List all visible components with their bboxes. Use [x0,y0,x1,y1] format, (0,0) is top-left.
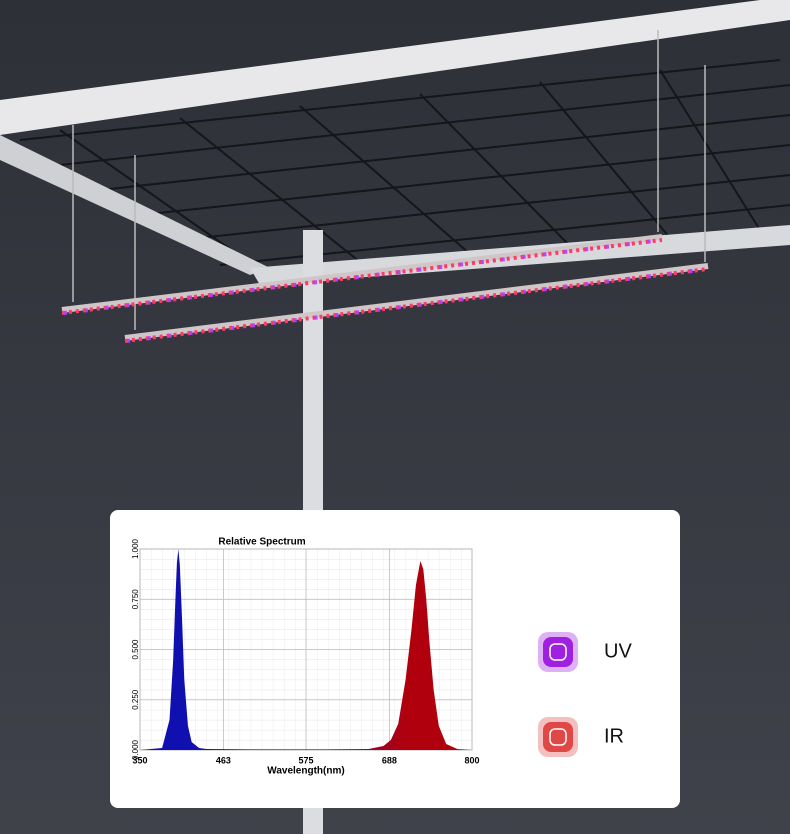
x-tick-label: 463 [216,755,231,765]
badge-label: UV [604,640,632,662]
badge-inner [549,728,567,746]
frame-beam [0,0,790,135]
badge-inner [549,643,567,661]
y-tick-label: 0.250 [131,689,140,710]
x-tick-label: 350 [132,755,147,765]
badge-label: IR [604,725,624,747]
x-tick-label: 688 [382,755,397,765]
x-tick-label: 800 [464,755,479,765]
badge-icon [543,722,573,752]
y-tick-label: 0.000 [131,739,140,760]
y-tick-label: 1.000 [131,538,140,559]
badge-icon [543,637,573,667]
x-tick-label: 575 [298,755,313,765]
spectrum-area [140,549,472,750]
y-tick-label: 0.750 [131,589,140,610]
y-tick-label: 0.500 [131,639,140,660]
chart-title: Relative Spectrum [218,537,305,548]
x-axis-label: Wavelength(nm) [267,766,344,777]
ceiling-grid [19,59,790,271]
lamps [61,234,709,343]
